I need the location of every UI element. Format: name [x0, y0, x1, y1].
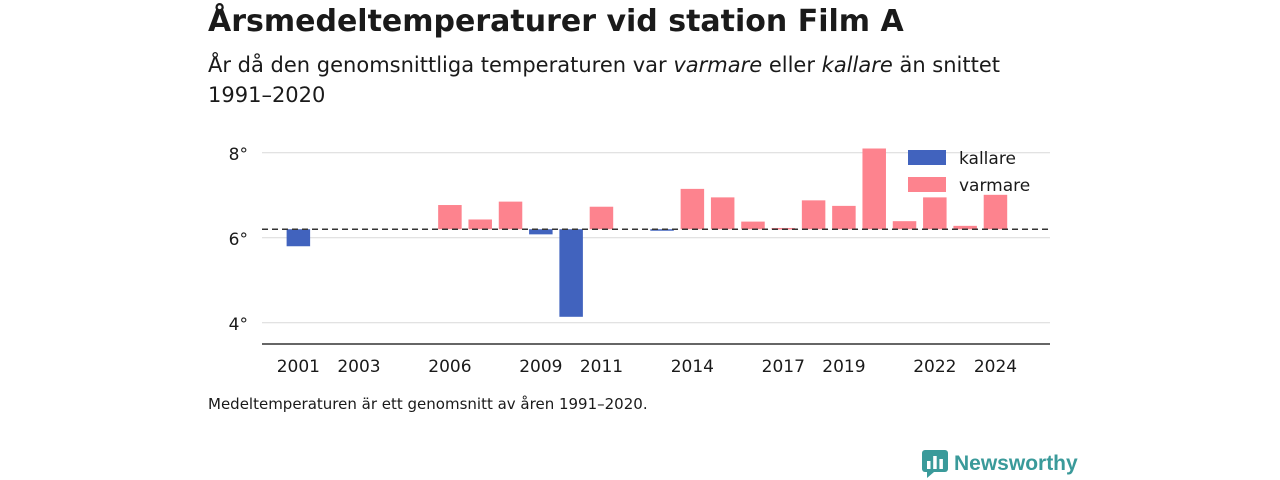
subtitle-part: kallare [821, 53, 893, 77]
subtitle-part: eller [762, 53, 822, 77]
bar-2009 [529, 229, 553, 235]
chart-title: Årsmedeltemperaturer vid station Film A [208, 4, 904, 39]
bar-2007 [468, 219, 492, 230]
bar-2010 [559, 229, 583, 317]
bar-2020 [862, 148, 886, 230]
subtitle-part: än snittet 1991–2020 [208, 53, 1001, 107]
chart-subtitle: År då den genomsnittliga temperaturen va… [208, 50, 1028, 110]
y-tick-label: 6° [229, 230, 248, 250]
legend-label-kallare: kallare [959, 149, 1016, 169]
newsworthy-logo-icon [922, 450, 948, 478]
bar-2015 [710, 197, 735, 230]
subtitle-part: År då den genomsnittliga temperaturen va… [208, 53, 674, 77]
legend-label-varmare: varmare [959, 176, 1030, 196]
bar-2019 [832, 205, 856, 230]
x-tick-label: 2022 [913, 357, 956, 377]
bar-2024 [983, 194, 1008, 230]
x-tick-label: 2014 [671, 357, 714, 377]
x-tick-label: 2001 [277, 357, 320, 377]
bar-2021 [892, 221, 917, 230]
x-tick-label: 2024 [974, 357, 1017, 377]
bar-2014 [680, 188, 705, 230]
brand-logo[interactable]: Newsworthy [922, 450, 1078, 478]
bar-2011 [589, 206, 614, 230]
x-tick-label: 2019 [822, 357, 865, 377]
y-tick-label: 8° [229, 145, 248, 165]
brand-name: Newsworthy [954, 452, 1078, 475]
bar-2022 [923, 197, 947, 230]
x-tick-label: 2017 [762, 357, 805, 377]
subtitle-part: varmare [673, 53, 763, 77]
y-tick-label: 4° [229, 315, 248, 335]
bar-2016 [741, 221, 765, 230]
footnote: Medeltemperaturen är ett genomsnitt av å… [208, 395, 648, 413]
bar-2008 [498, 201, 523, 230]
legend-swatch-varmare [908, 177, 946, 192]
legend-swatch-kallare [908, 150, 946, 165]
bar-2018 [801, 200, 826, 230]
bar-2001 [286, 229, 311, 247]
bar-2006 [438, 205, 462, 230]
x-tick-label: 2003 [337, 357, 380, 377]
x-tick-label: 2011 [580, 357, 623, 377]
x-tick-label: 2006 [428, 357, 471, 377]
x-tick-label: 2009 [519, 357, 562, 377]
bar-2023 [953, 225, 977, 230]
